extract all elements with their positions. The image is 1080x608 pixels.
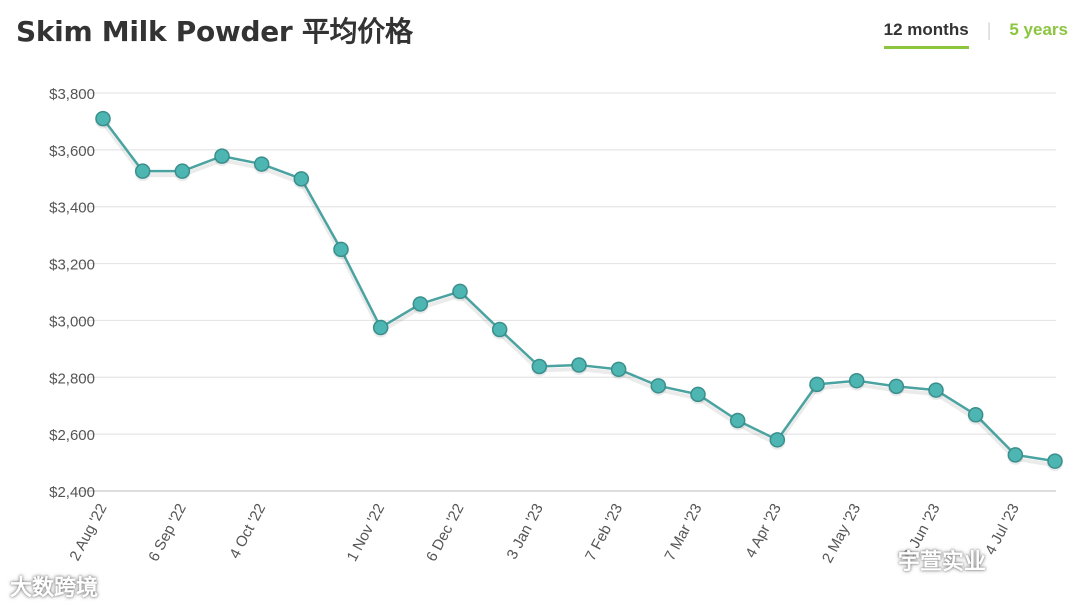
data-point[interactable]: [214, 148, 230, 164]
data-point[interactable]: [293, 171, 310, 187]
watermark-right: 宇萱实业: [898, 550, 987, 575]
data-point[interactable]: [134, 163, 151, 179]
grid-lines: [78, 92, 1056, 492]
x-axis-ticks: 2 Aug '22 6 Sep '22 4 Oct '22 1 Nov '22 6 De…: [66, 501, 1022, 566]
data-point[interactable]: [571, 357, 587, 373]
x-tick-label: 6 Dec '22: [423, 501, 468, 565]
y-tick-label: $3,800: [49, 86, 95, 103]
y-axis-ticks: $2,400 $2,600 $2,800 $3,000 $3,200 $3,400 $3,6…: [49, 86, 95, 501]
data-point[interactable]: [967, 407, 984, 423]
x-tick-label: 4 Apr '23: [742, 501, 785, 561]
data-point[interactable]: [848, 372, 865, 389]
data-point[interactable]: [1007, 447, 1024, 463]
watermark-left: 大数跨境: [10, 576, 99, 601]
y-tick-label: $3,000: [49, 313, 95, 330]
data-point[interactable]: [690, 386, 706, 403]
y-tick-label: $3,400: [49, 200, 95, 217]
data-point[interactable]: [491, 321, 508, 338]
tab-separator: |: [986, 20, 992, 40]
data-point[interactable]: [412, 296, 429, 312]
range-tabs: 12 months | 5 years: [883, 20, 1068, 49]
x-tick-label: 7 Feb '23: [582, 501, 626, 564]
x-tick-label: 7 Mar '23: [661, 501, 705, 564]
data-point[interactable]: [650, 378, 667, 394]
x-tick-label: 2 Aug '22: [66, 501, 110, 564]
data-point[interactable]: [372, 319, 389, 336]
data-point[interactable]: [333, 241, 349, 258]
x-tick-label: 1 Nov '22: [344, 501, 389, 565]
tab-5-years[interactable]: 5 years: [1009, 20, 1068, 39]
data-point[interactable]: [888, 378, 905, 395]
x-tick-label: 6 Sep '22: [145, 501, 190, 565]
tab-12-months[interactable]: 12 months: [883, 20, 969, 49]
y-tick-label: $2,600: [49, 427, 95, 444]
y-tick-label: $2,800: [49, 370, 95, 387]
x-tick-label: 4 Jul '23: [982, 501, 1023, 558]
y-tick-label: $3,200: [49, 257, 95, 274]
series-line: [102, 117, 1056, 463]
data-point[interactable]: [769, 432, 786, 448]
data-point[interactable]: [729, 412, 746, 429]
data-point[interactable]: [531, 358, 548, 375]
y-tick-label: $2,400: [49, 484, 95, 501]
data-point[interactable]: [174, 163, 191, 179]
data-point[interactable]: [1047, 453, 1063, 469]
price-series: [95, 110, 1063, 472]
data-point[interactable]: [809, 376, 825, 393]
data-point[interactable]: [452, 283, 468, 300]
x-tick-label: 3 Jan '23: [503, 501, 546, 562]
x-tick-label: 4 Oct '22: [226, 501, 269, 562]
data-point[interactable]: [610, 361, 627, 378]
data-point[interactable]: [253, 156, 270, 172]
data-point[interactable]: [928, 382, 944, 398]
x-tick-label: 2 May '23: [819, 501, 864, 566]
y-tick-label: $3,600: [49, 143, 95, 160]
data-point[interactable]: [95, 110, 111, 127]
series-line-shadow: [101, 121, 1056, 468]
chart-title: Skim Milk Powder 平均价格: [16, 15, 413, 48]
